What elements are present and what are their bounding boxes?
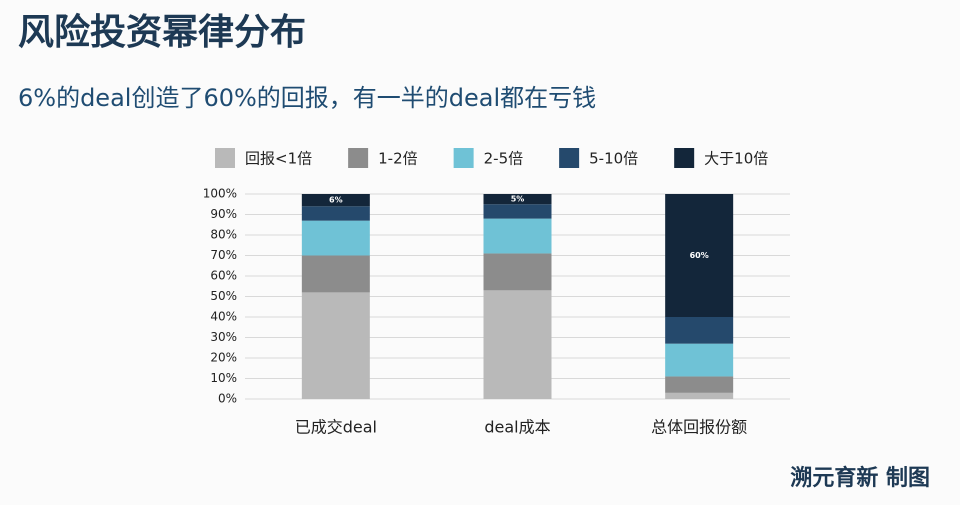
bar-segment [665, 376, 734, 393]
bar-segment [301, 255, 370, 293]
bar-segment [301, 220, 370, 256]
credit: 溯元育新 制图 [790, 465, 930, 491]
legend-label: 回报<1倍 [245, 150, 312, 168]
y-tick-label: 100% [203, 187, 237, 201]
legend-label: 5-10倍 [589, 150, 638, 168]
bar-segment [483, 218, 552, 254]
bar-segment [665, 343, 734, 377]
bar-segment [483, 194, 552, 205]
x-tick-label: deal成本 [484, 418, 550, 437]
y-tick-label: 40% [210, 310, 237, 324]
legend-swatch [348, 148, 369, 168]
legend-swatch [674, 148, 695, 168]
x-tick-label: 总体回报份额 [651, 418, 747, 437]
y-tick-label: 90% [210, 207, 237, 221]
y-tick-label: 50% [210, 289, 237, 303]
legend-label: 1-2倍 [378, 150, 418, 168]
chart-subtitle: 6%的deal创造了60%的回报，有一半的deal都在亏钱 [18, 84, 596, 112]
data-label: 5% [511, 195, 525, 204]
legend-swatch [215, 148, 235, 168]
bar-segment [301, 206, 370, 221]
legend-label: 2-5倍 [484, 150, 524, 168]
bar-segment [483, 290, 552, 399]
y-tick-label: 80% [210, 228, 237, 242]
y-tick-label: 70% [210, 248, 237, 262]
bar-segment [665, 317, 734, 344]
bar-segment [301, 194, 370, 207]
legend-label: 大于10倍 [704, 150, 768, 168]
bar-segment [665, 392, 734, 399]
bar-segment [301, 292, 370, 399]
bar-segment [665, 194, 734, 317]
chart-title: 风险投资幂律分布 [18, 12, 306, 53]
x-tick-label: 已成交deal [295, 418, 377, 437]
y-tick-label: 30% [210, 330, 237, 344]
y-tick-label: 20% [210, 351, 237, 365]
y-tick-label: 0% [218, 392, 237, 406]
data-label: 6% [329, 196, 343, 205]
y-tick-label: 60% [210, 269, 237, 283]
data-label: 60% [690, 251, 709, 260]
legend-swatch [453, 148, 474, 168]
bar-segment [483, 253, 552, 291]
y-tick-label: 10% [210, 371, 237, 385]
legend-swatch [559, 148, 580, 168]
bar-segment [483, 204, 552, 219]
